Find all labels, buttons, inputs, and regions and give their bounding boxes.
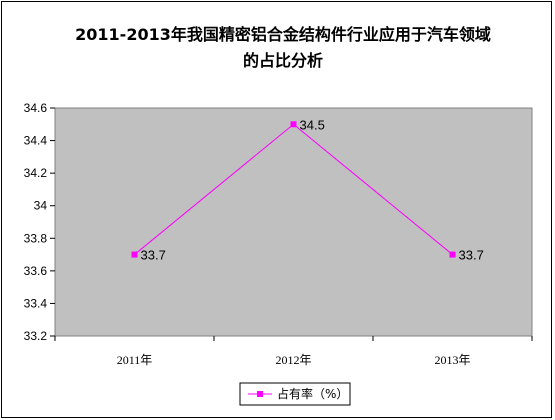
- x-tick-label: 2013年: [434, 353, 470, 367]
- y-tick-label: 34.4: [24, 134, 48, 148]
- data-point: [449, 251, 456, 258]
- y-tick-label: 33.2: [24, 329, 48, 343]
- legend-box: [239, 382, 351, 406]
- chart-title-line-2: 的占比分析: [243, 51, 323, 70]
- data-label: 33.7: [459, 248, 484, 263]
- data-point: [290, 121, 297, 128]
- y-tick-label: 33.4: [24, 296, 48, 310]
- y-tick-label: 34: [34, 199, 48, 213]
- legend: 占有率（%）: [239, 382, 351, 406]
- plot-area: [54, 107, 533, 337]
- data-label: 34.5: [300, 117, 325, 132]
- y-tick-label: 34.6: [24, 101, 48, 115]
- data-label: 33.7: [141, 248, 166, 263]
- series-layer: 33.7 34.5 33.7: [131, 117, 484, 263]
- legend-marker: [257, 391, 263, 397]
- y-axis: 33.2 33.4 33.6 33.8 34 34.2 34.4 34.6: [24, 101, 55, 343]
- x-axis: 2011年 2012年 2013年: [54, 336, 533, 367]
- y-tick-label: 34.2: [24, 166, 48, 180]
- x-tick-label: 2011年: [117, 353, 153, 367]
- chart-title-line-1: 2011-2013年我国精密铝合金结构件行业应用于汽车领域: [75, 25, 491, 44]
- y-tick-label: 33.6: [24, 264, 48, 278]
- data-point: [131, 251, 138, 258]
- y-tick-label: 33.8: [24, 231, 48, 245]
- x-tick-label: 2012年: [275, 353, 311, 367]
- legend-label: 占有率（%）: [277, 386, 348, 401]
